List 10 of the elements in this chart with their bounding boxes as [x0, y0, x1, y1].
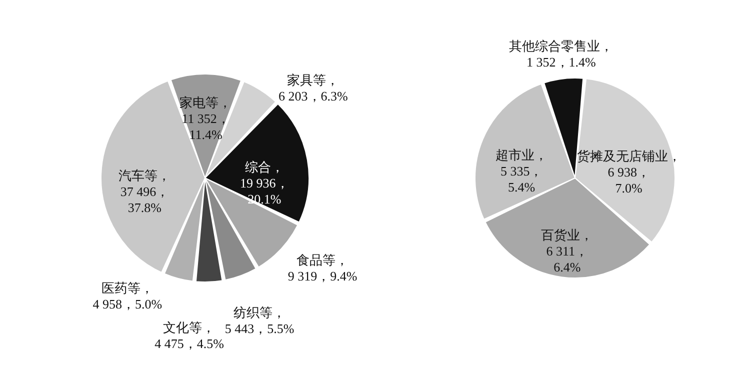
slice-label: 纺织等，5 443，5.5% — [224, 305, 294, 336]
slice-label: 其他综合零售业，1 352，1.4% — [509, 38, 614, 70]
slice-label: 货摊及无店铺业，6 938，7.0% — [576, 148, 681, 196]
slice-label: 百货业，6 311，6.4% — [541, 227, 594, 274]
slice-label: 食品等，9 319，9.4% — [288, 252, 358, 284]
slice-label: 超市业，5 335，5.4% — [496, 147, 548, 194]
slice-label: 文化等，4 475，4.5% — [154, 320, 224, 351]
slice-label: 医药等，4 958，5.0% — [92, 280, 162, 312]
slice-label: 汽车等，37 496，37.8% — [118, 168, 171, 216]
slice-label: 家具等，6 203，6.3% — [278, 72, 348, 104]
